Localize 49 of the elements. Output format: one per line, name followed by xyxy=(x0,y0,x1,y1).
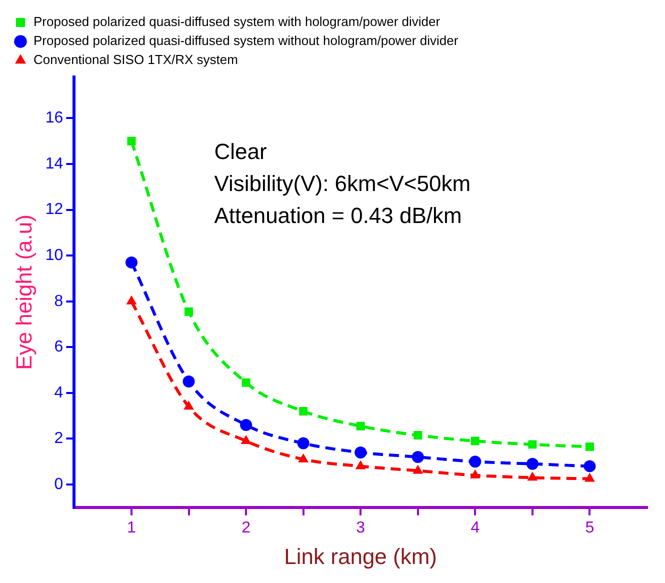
x-tick-label: 3 xyxy=(356,519,366,536)
point xyxy=(240,435,252,444)
point xyxy=(584,460,596,472)
y-tick-label: 16 xyxy=(45,110,64,127)
point xyxy=(412,451,424,464)
y-tick-label: 2 xyxy=(54,430,64,448)
point xyxy=(298,453,309,462)
annotation: Visibility(V): 6km<V<50km xyxy=(214,171,471,196)
x-tick-label: 5 xyxy=(585,519,594,536)
point xyxy=(356,422,365,430)
point xyxy=(299,407,308,416)
x-axis-title: Link range (km) xyxy=(284,544,438,569)
point xyxy=(412,464,424,474)
point xyxy=(354,446,367,458)
y-tick-label: 10 xyxy=(45,246,64,264)
y-tick-label: 4 xyxy=(54,384,64,402)
x-tick-label: 4 xyxy=(470,519,480,536)
point xyxy=(126,295,137,304)
point xyxy=(240,418,252,431)
y-tick-label: 6 xyxy=(54,338,64,356)
point xyxy=(127,136,136,146)
point xyxy=(184,307,193,316)
legend-label: Proposed polarized quasi-diffused system with hologram/power divider xyxy=(34,14,441,30)
point xyxy=(242,378,250,387)
point xyxy=(526,458,538,470)
annotation: Attenuation = 0.43 dB/km xyxy=(214,203,462,228)
point xyxy=(414,431,422,440)
point xyxy=(585,442,594,451)
legend-label: Conventional SISO 1TX/RX system xyxy=(34,52,238,68)
y-tick-label: 8 xyxy=(54,292,64,310)
point xyxy=(184,400,194,410)
point xyxy=(469,456,482,468)
point xyxy=(470,436,480,446)
point xyxy=(297,437,310,450)
point xyxy=(470,469,480,478)
y-tick-label: 0 xyxy=(54,476,64,493)
x-tick-label: 2 xyxy=(242,519,251,536)
point xyxy=(355,460,366,470)
point xyxy=(182,375,195,388)
point xyxy=(125,256,138,268)
x-tick-label: 1 xyxy=(127,519,136,536)
point xyxy=(527,472,538,481)
y-axis-title: Eye height (a.u) xyxy=(11,214,36,370)
annotation: Clear xyxy=(214,139,267,164)
legend-label: Proposed polarized quasi-diffused system without hologram/power divider xyxy=(34,33,459,48)
point xyxy=(528,440,537,449)
y-tick-label: 12 xyxy=(45,201,64,218)
point xyxy=(584,472,595,482)
y-tick-label: 14 xyxy=(45,155,64,172)
